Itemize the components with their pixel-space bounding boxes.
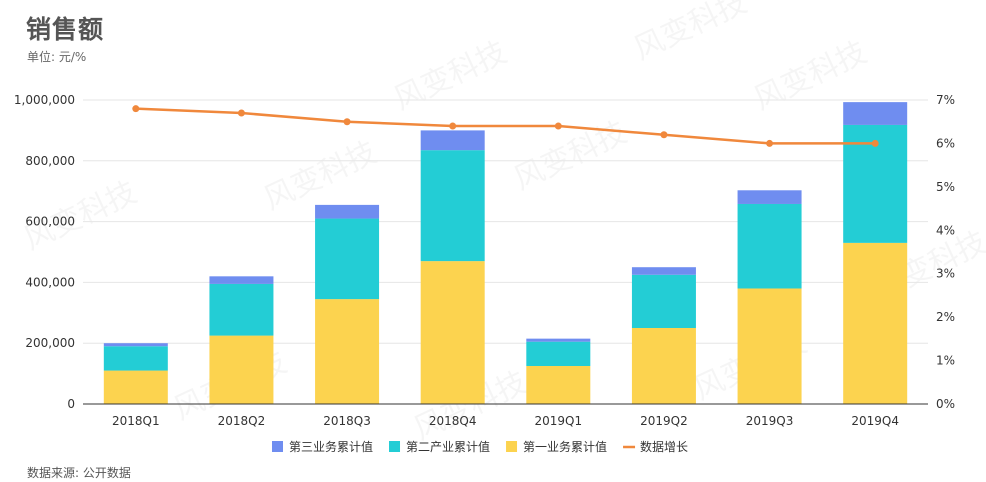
- y-left-tick-label-0: 0: [67, 397, 75, 411]
- axes-layer: 2018Q1 2018Q2 2018Q3 2018Q4 2019Q1 2019Q2 2019…: [14, 93, 955, 428]
- x-tick-label-2019Q1: 2019Q1: [535, 414, 583, 428]
- page-title: 销售额: [26, 15, 105, 44]
- bar-2019Q1-series-1: [526, 341, 591, 366]
- y-right-tick-label-1: 1%: [936, 354, 955, 368]
- bar-2019Q4-series-0: [843, 242, 908, 404]
- bar-2018Q4-series-0: [420, 261, 485, 404]
- growth-line-layer: [132, 105, 879, 147]
- bar-2019Q2-series-0: [631, 328, 696, 404]
- bar-2019Q3-series-0: [737, 288, 802, 404]
- data-source-note: 数据来源: 公开数据: [27, 466, 131, 480]
- x-tick-label-2019Q2: 2019Q2: [640, 414, 688, 428]
- bar-2018Q3-series-2: [315, 204, 380, 219]
- growth-point-2019Q1: [554, 122, 562, 130]
- y-right-tick-label-5: 5%: [936, 180, 955, 194]
- x-tick-label-2018Q3: 2018Q3: [323, 414, 371, 428]
- bar-layer: [103, 102, 908, 404]
- growth-point-2019Q2: [660, 131, 668, 139]
- y-left-tick-label-4: 800,000: [25, 154, 75, 168]
- x-tick-label-2018Q2: 2018Q2: [218, 414, 266, 428]
- legend-label-1: 第二产业累计值: [406, 439, 490, 454]
- bar-2018Q4-series-2: [420, 130, 485, 151]
- bar-2019Q2-series-1: [631, 274, 696, 328]
- watermark-4: 风变科技: [629, 0, 753, 67]
- legend-label-3: 数据增长: [640, 439, 688, 454]
- y-right-tick-label-3: 3%: [936, 267, 955, 281]
- y-left-tick-label-2: 400,000: [25, 275, 75, 289]
- growth-point-2018Q1: [132, 105, 140, 113]
- bar-2019Q4-series-2: [843, 102, 908, 125]
- growth-point-2018Q4: [449, 122, 457, 130]
- bar-2018Q2-series-2: [209, 276, 274, 284]
- bar-2019Q3-series-2: [737, 190, 802, 204]
- growth-point-2019Q3: [766, 139, 774, 147]
- x-tick-label-2019Q4: 2019Q4: [851, 414, 899, 428]
- y-left-tick-label-1: 200,000: [25, 336, 75, 350]
- bar-2018Q2-series-1: [209, 283, 274, 336]
- bar-2019Q1-series-0: [526, 366, 591, 404]
- bar-2018Q3-series-1: [315, 218, 380, 300]
- legend: 第三业务累计值 第二产业累计值 第一业务累计值 数据增长: [272, 439, 688, 454]
- bar-2018Q1-series-2: [103, 343, 168, 347]
- x-tick-label-2018Q1: 2018Q1: [112, 414, 160, 428]
- y-left-tick-label-5: 1,000,000: [14, 93, 75, 107]
- growth-point-2018Q3: [343, 118, 351, 126]
- legend-label-2: 第一业务累计值: [523, 439, 607, 454]
- y-right-tick-label-4: 4%: [936, 223, 955, 237]
- bar-2019Q3-series-1: [737, 203, 802, 289]
- watermark-2: 风变科技: [389, 35, 513, 117]
- bar-2018Q1-series-1: [103, 346, 168, 371]
- bar-2019Q1-series-2: [526, 338, 591, 342]
- x-tick-label-2019Q3: 2019Q3: [746, 414, 794, 428]
- y-right-tick-label-6: 6%: [936, 136, 955, 150]
- legend-swatch-2: [506, 441, 518, 452]
- y-right-tick-label-7: 7%: [936, 93, 955, 107]
- y-right-tick-label-0: 0%: [936, 397, 955, 411]
- growth-point-2019Q4: [871, 139, 879, 147]
- x-tick-label-2018Q4: 2018Q4: [429, 414, 477, 428]
- growth-line: [135, 107, 876, 145]
- bar-2018Q4-series-1: [420, 150, 485, 262]
- legend-swatch-1: [389, 441, 401, 452]
- bar-2019Q2-series-2: [631, 267, 696, 275]
- unit-subtitle: 单位: 元/%: [27, 50, 87, 64]
- legend-label-0: 第三业务累计值: [289, 439, 373, 454]
- y-left-tick-label-3: 600,000: [25, 215, 75, 229]
- bar-2018Q2-series-0: [209, 335, 274, 404]
- bar-2018Q3-series-0: [315, 299, 380, 404]
- growth-point-2018Q2: [237, 109, 245, 117]
- legend-swatch-0: [272, 441, 283, 452]
- bar-2018Q1-series-0: [103, 370, 168, 404]
- y-right-tick-label-2: 2%: [936, 310, 955, 324]
